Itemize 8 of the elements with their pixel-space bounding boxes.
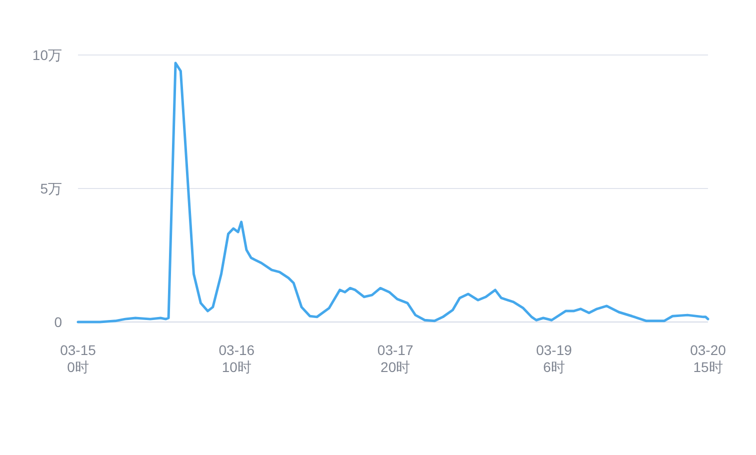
y-tick-label: 10万 xyxy=(32,47,62,63)
x-tick-label: 03-15 0时 xyxy=(60,342,96,375)
y-tick-label: 5万 xyxy=(40,180,62,196)
y-tick-label: 0 xyxy=(54,314,62,330)
x-tick-label: 03-16 10时 xyxy=(218,342,255,375)
x-tick-label: 03-17 20时 xyxy=(377,342,414,375)
x-tick-label: 03-19 6时 xyxy=(536,342,572,375)
x-tick-label: 03-20 15时 xyxy=(690,342,726,375)
